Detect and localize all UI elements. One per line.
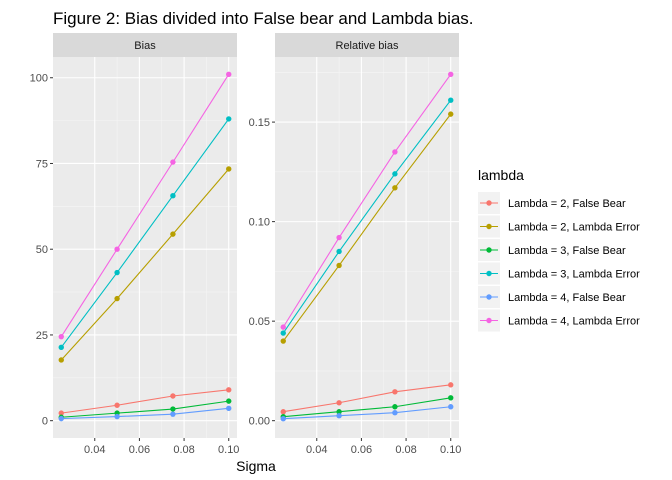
data-point: [336, 248, 342, 255]
data-point: [392, 404, 398, 410]
data-point: [280, 338, 286, 344]
strip-label: Bias: [134, 40, 156, 52]
data-point: [392, 171, 398, 177]
y-tick-label: 0: [42, 416, 48, 428]
y-tick-label: 100: [30, 73, 48, 85]
data-point: [58, 333, 64, 340]
data-point: [170, 411, 176, 417]
legend-label: Lambda = 4, False Bear: [508, 292, 626, 304]
x-tick-label: 0.06: [129, 444, 150, 456]
data-point: [448, 111, 454, 117]
data-point: [226, 405, 232, 412]
x-tick-label: 0.08: [173, 444, 194, 456]
x-tick-label: 0.08: [395, 444, 416, 456]
data-point: [114, 295, 120, 302]
y-tick-label: 25: [36, 330, 48, 342]
series-line: [283, 384, 451, 413]
series-line: [60, 168, 230, 361]
data-point: [280, 409, 286, 415]
data-point: [170, 193, 176, 199]
data-point: [448, 395, 454, 401]
plot-background: [53, 57, 237, 438]
y-tick-label: 0.10: [249, 217, 270, 229]
data-point: [114, 402, 120, 408]
plot-background: [275, 57, 459, 438]
data-point: [114, 269, 120, 276]
x-tick-label: 0.06: [351, 444, 372, 456]
data-point: [58, 415, 64, 422]
legend-title: lambda: [478, 167, 524, 183]
data-point: [58, 410, 64, 416]
data-point: [448, 71, 454, 78]
series-line: [61, 400, 229, 418]
legend-key-point: [486, 247, 492, 253]
series-line: [61, 407, 229, 420]
strip-label: Relative bias: [336, 40, 399, 52]
data-point: [392, 149, 398, 155]
legend-label: Lambda = 4, Lambda Error: [508, 316, 640, 328]
strip-background: [53, 33, 237, 57]
y-tick-label: 0.05: [249, 316, 270, 328]
data-point: [448, 382, 454, 388]
x-tick-label: 0.10: [218, 444, 239, 456]
x-tick-label: 0.10: [440, 444, 461, 456]
x-tick-label: 0.04: [84, 444, 105, 456]
y-tick-label: 75: [36, 158, 48, 170]
panel-relative-bias: Relative bias 0.04 0.06 0.08 0.10 0.00 0.05 0.…: [249, 33, 461, 456]
legend: lambda Lambda = 2, False Bear Lambda = 2,…: [478, 167, 640, 332]
data-point: [336, 400, 342, 406]
data-point: [226, 71, 232, 78]
data-point: [336, 234, 342, 241]
strip-background: [275, 33, 459, 57]
y-tick-label: 0.15: [249, 117, 270, 129]
data-point: [392, 389, 398, 395]
data-point: [58, 344, 64, 350]
y-tick-label: 50: [36, 244, 48, 256]
series-line: [283, 397, 451, 418]
data-point: [226, 387, 232, 393]
series-line: [61, 389, 229, 414]
data-point: [114, 246, 120, 252]
legend-key-point: [486, 294, 492, 300]
data-point: [280, 330, 286, 336]
data-point: [170, 406, 176, 412]
data-point: [280, 415, 286, 422]
data-point: [114, 413, 120, 420]
panel-bias: Bias 0.04 0.06 0.08 0.10 0 25 50 75 100: [30, 33, 239, 456]
data-point: [336, 413, 342, 419]
data-point: [170, 231, 176, 237]
data-point: [448, 97, 454, 103]
x-axis-title: Sigma: [236, 458, 276, 474]
legend-label: Lambda = 3, Lambda Error: [508, 269, 640, 281]
series-line: [282, 73, 452, 328]
legend-key-point: [486, 223, 492, 230]
data-point: [170, 159, 176, 165]
legend-key-point: [486, 270, 492, 277]
data-point: [58, 357, 64, 363]
data-point: [226, 398, 232, 404]
data-point: [448, 404, 454, 410]
series-line: [282, 113, 452, 342]
legend-key-point: [486, 317, 492, 324]
legend-label: Lambda = 2, Lambda Error: [508, 222, 640, 234]
data-point: [280, 324, 286, 330]
data-point: [226, 166, 232, 172]
data-point: [226, 116, 232, 122]
data-point: [336, 409, 342, 415]
series-line: [283, 406, 451, 420]
series-line: [60, 74, 230, 337]
chart-title: Figure 2: Bias divided into False bear a…: [53, 9, 474, 28]
series-line: [282, 99, 452, 334]
legend-label: Lambda = 2, False Bear: [508, 198, 626, 210]
data-point: [392, 410, 398, 416]
data-point: [392, 185, 398, 191]
data-point: [170, 393, 176, 399]
legend-label: Lambda = 3, False Bear: [508, 245, 626, 257]
y-tick-label: 0.00: [249, 416, 270, 428]
series-line: [60, 118, 230, 348]
data-point: [336, 262, 342, 269]
legend-key-point: [486, 200, 492, 206]
x-tick-label: 0.04: [306, 444, 327, 456]
